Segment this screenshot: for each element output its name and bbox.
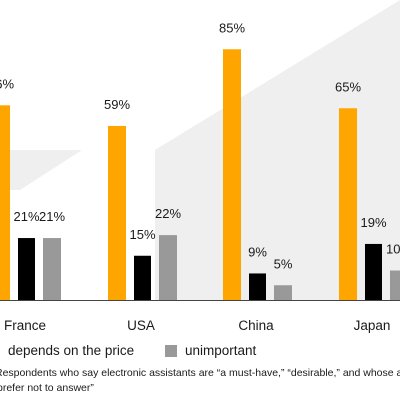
value-label-france-depends: 21%: [13, 209, 39, 224]
background-diagonal-shape-left: [0, 150, 82, 190]
value-label-france-unimportant: 21%: [39, 209, 65, 224]
category-label-china: China: [238, 318, 274, 333]
legend-label-unimportant: unimportant: [185, 343, 257, 358]
value-label-japan-must_have: 65%: [335, 79, 361, 94]
bar-china-unimportant: [274, 285, 292, 300]
footnote: Respondents who say electronic assistant…: [0, 366, 400, 396]
value-label-japan-depends: 19%: [360, 215, 386, 230]
bar-france-depends: [18, 238, 35, 300]
value-label-china-depends: 9%: [248, 244, 267, 259]
bar-france-unimportant: [43, 238, 61, 300]
value-label-china-must_have: 85%: [219, 20, 245, 35]
value-label-usa-depends: 15%: [129, 227, 155, 242]
value-label-usa-must_have: 59%: [104, 97, 130, 112]
footnote-line-1: Respondents who say electronic assistant…: [0, 367, 400, 379]
bar-japan-must_have: [339, 108, 357, 300]
legend-item-depends: depends on the price: [0, 343, 134, 358]
legend-swatch-unimportant: [165, 344, 177, 357]
category-label-usa: USA: [127, 318, 155, 333]
bar-usa-must_have: [108, 125, 126, 300]
bar-france-must_have: [0, 105, 10, 300]
footnote-line-2: prefer not to answer”: [0, 382, 94, 394]
value-label-france-must_have: 66%: [0, 76, 14, 91]
legend: depends on the price unimportant: [0, 343, 400, 363]
value-label-usa-unimportant: 22%: [155, 206, 181, 221]
bar-japan-unimportant: [390, 270, 400, 300]
background-diagonal-shape: [155, 0, 400, 300]
bar-china-depends: [249, 273, 266, 300]
bar-usa-unimportant: [159, 235, 177, 300]
value-label-china-unimportant: 5%: [274, 256, 293, 271]
legend-item-unimportant: unimportant: [165, 343, 256, 358]
bar-japan-depends: [365, 243, 382, 300]
value-label-japan-unimportant: 10%: [386, 242, 400, 257]
legend-label-depends: depends on the price: [8, 343, 135, 358]
bar-china-must_have: [223, 49, 241, 300]
bar-usa-depends: [134, 255, 151, 300]
category-label-france: France: [4, 318, 46, 333]
category-label-japan: Japan: [354, 318, 391, 333]
